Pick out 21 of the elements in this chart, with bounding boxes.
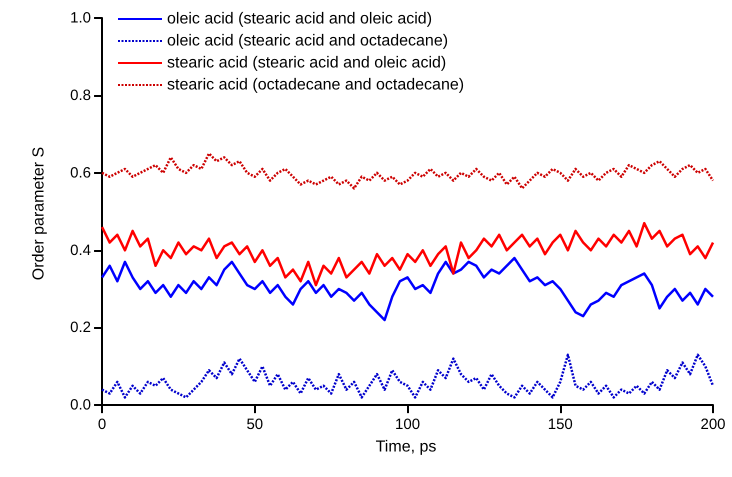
y-tick-label: 0.0 [70,396,91,414]
x-tick-label: 50 [246,416,264,433]
x-tick-label: 200 [700,416,726,433]
x-axis-title: Time, ps [376,438,436,456]
line-series [100,222,714,286]
x-tick-label: 150 [548,416,573,433]
line-series [100,152,714,190]
y-tick-label: 0.4 [70,242,91,259]
y-tick-label: 0.8 [70,86,91,104]
y-tick-label: 0.6 [70,164,91,182]
legend-label: stearic acid (stearic acid and oleic acid) [167,54,446,72]
y-tick-label: 1.0 [70,10,91,26]
legend-label: oleic acid (stearic acid and octadecane) [167,32,448,50]
legend-label: stearic acid (octadecane and octadecane) [167,76,464,94]
line-series [100,354,714,399]
y-axis-title: Order parameter S [30,146,48,280]
x-tick-label: 100 [395,416,420,433]
legend-label: oleic acid (stearic acid and oleic acid) [167,10,432,28]
y-tick-label: 0.2 [70,319,91,336]
x-tick-label: 0 [98,416,106,433]
line-series [100,256,714,322]
